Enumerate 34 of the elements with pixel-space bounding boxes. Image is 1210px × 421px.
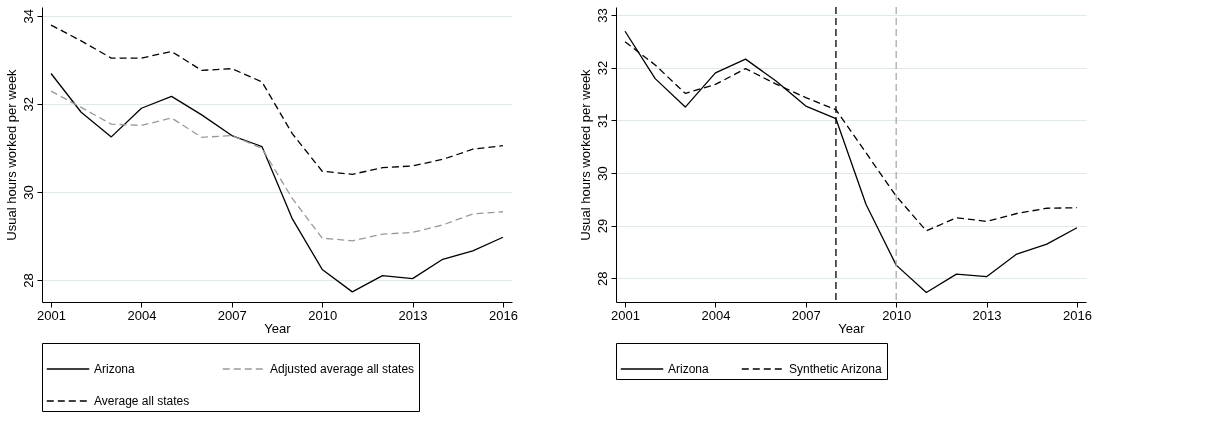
legend-label: Arizona (668, 362, 710, 376)
x-tick-label: 2004 (701, 307, 731, 323)
y-tick-label: 33 (594, 8, 610, 23)
y-tick-label: 30 (594, 166, 610, 181)
y-tick-label: 31 (594, 113, 610, 128)
y-tick-label: 28 (20, 273, 36, 288)
legend-label: Synthetic Arizona (789, 362, 883, 376)
x-tick-label: 2013 (398, 307, 428, 323)
x-tick-label: 2010 (308, 307, 338, 323)
line-series (50, 72, 504, 293)
x-tick-label: 2007 (217, 307, 247, 323)
y-tick-label: 32 (594, 60, 610, 76)
x-axis-title: Year (838, 320, 866, 336)
x-tick-label: 2016 (1063, 307, 1092, 323)
y-axis-title: Usual hours worked per week (577, 68, 593, 241)
x-tick-label: 2016 (489, 307, 518, 323)
x-tick-label: 2001 (37, 307, 66, 323)
y-axis-title: Usual hours worked per week (3, 68, 19, 241)
y-tick-label: 29 (594, 218, 610, 234)
x-tick-label: 2013 (972, 307, 1002, 323)
y-tick-label: 30 (20, 185, 36, 200)
x-tick-label: 2004 (127, 307, 157, 323)
x-tick-label: 2010 (882, 307, 912, 323)
y-tick-label: 34 (20, 9, 36, 24)
line-series (50, 24, 504, 175)
y-tick-label: 32 (20, 97, 36, 112)
legend-label: Average all states (94, 394, 190, 408)
x-tick-label: 2001 (611, 307, 640, 323)
legend-label: Arizona (94, 362, 136, 376)
x-tick-label: 2007 (791, 307, 821, 323)
legend-label: Adjusted average all states (270, 362, 415, 376)
x-axis-title: Year (264, 320, 292, 336)
line-series (50, 90, 504, 242)
y-tick-label: 28 (594, 271, 610, 287)
